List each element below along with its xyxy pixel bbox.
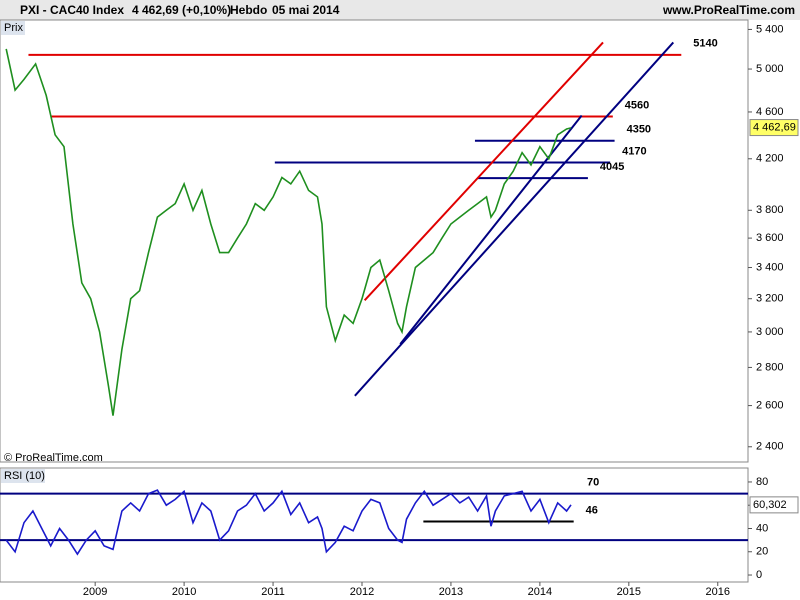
x-tick-label: 2014: [528, 586, 552, 598]
period: Hebdo: [230, 3, 267, 17]
series-line: [5, 489, 572, 556]
panel-tag: [1, 21, 25, 35]
y-tick-label: 80: [756, 476, 768, 488]
level-label: 4170: [622, 145, 646, 157]
last-value-box: [749, 119, 799, 137]
date: 05 mai 2014: [272, 3, 340, 17]
quote: 4 462,69 (+0,10%): [132, 3, 231, 17]
y-tick-label: 3 000: [756, 326, 784, 338]
price-panel: [0, 19, 749, 463]
x-tick-label: 2012: [350, 586, 374, 598]
y-tick-label: 3 600: [756, 232, 784, 244]
last-value-box: [749, 496, 799, 514]
level-label: 70: [587, 476, 599, 488]
y-tick-label: 3 400: [756, 261, 784, 273]
y-tick-label: 5 000: [756, 63, 784, 75]
x-tick-label: 2010: [172, 586, 196, 598]
x-tick-label: 2015: [617, 586, 641, 598]
y-tick-label: 2 800: [756, 361, 784, 373]
rsi-panel: [0, 467, 749, 583]
y-tick-label: 3 800: [756, 204, 784, 216]
level-label: 4045: [600, 161, 624, 173]
y-tick-label: 0: [756, 569, 762, 581]
last-value-label: 60,302: [753, 499, 787, 511]
y-tick-label: 2 600: [756, 399, 784, 411]
y-tick-label: 4 200: [756, 153, 784, 165]
y-tick-label: 20: [756, 546, 768, 558]
x-tick-label: 2009: [83, 586, 107, 598]
trend-line: [354, 41, 675, 397]
header-bar: [0, 0, 800, 20]
site: www.ProRealTime.com: [662, 3, 795, 17]
watermark: © ProRealTime.com: [4, 452, 103, 464]
y-tick-label: 40: [756, 522, 768, 534]
level-label: 4560: [625, 99, 649, 111]
level-label: 5140: [693, 38, 717, 50]
panel-title: RSI (10): [4, 470, 45, 482]
y-tick-label: 2 400: [756, 441, 784, 453]
symbol: PXI - CAC40 Index: [20, 3, 124, 17]
series-line: [5, 48, 572, 416]
y-tick-label: 5 400: [756, 23, 784, 35]
x-tick-label: 2016: [706, 586, 730, 598]
level-label: 4350: [627, 124, 651, 136]
trend-line: [363, 41, 604, 302]
panel-tag: [1, 469, 45, 483]
y-tick-label: 4 600: [756, 106, 784, 118]
panel-title: Prix: [4, 22, 23, 34]
y-tick-label: 3 200: [756, 293, 784, 305]
x-tick-label: 2011: [261, 586, 285, 598]
x-tick-label: 2013: [439, 586, 463, 598]
level-label: 46: [586, 504, 598, 516]
last-value-label: 4 462,69: [753, 121, 796, 133]
